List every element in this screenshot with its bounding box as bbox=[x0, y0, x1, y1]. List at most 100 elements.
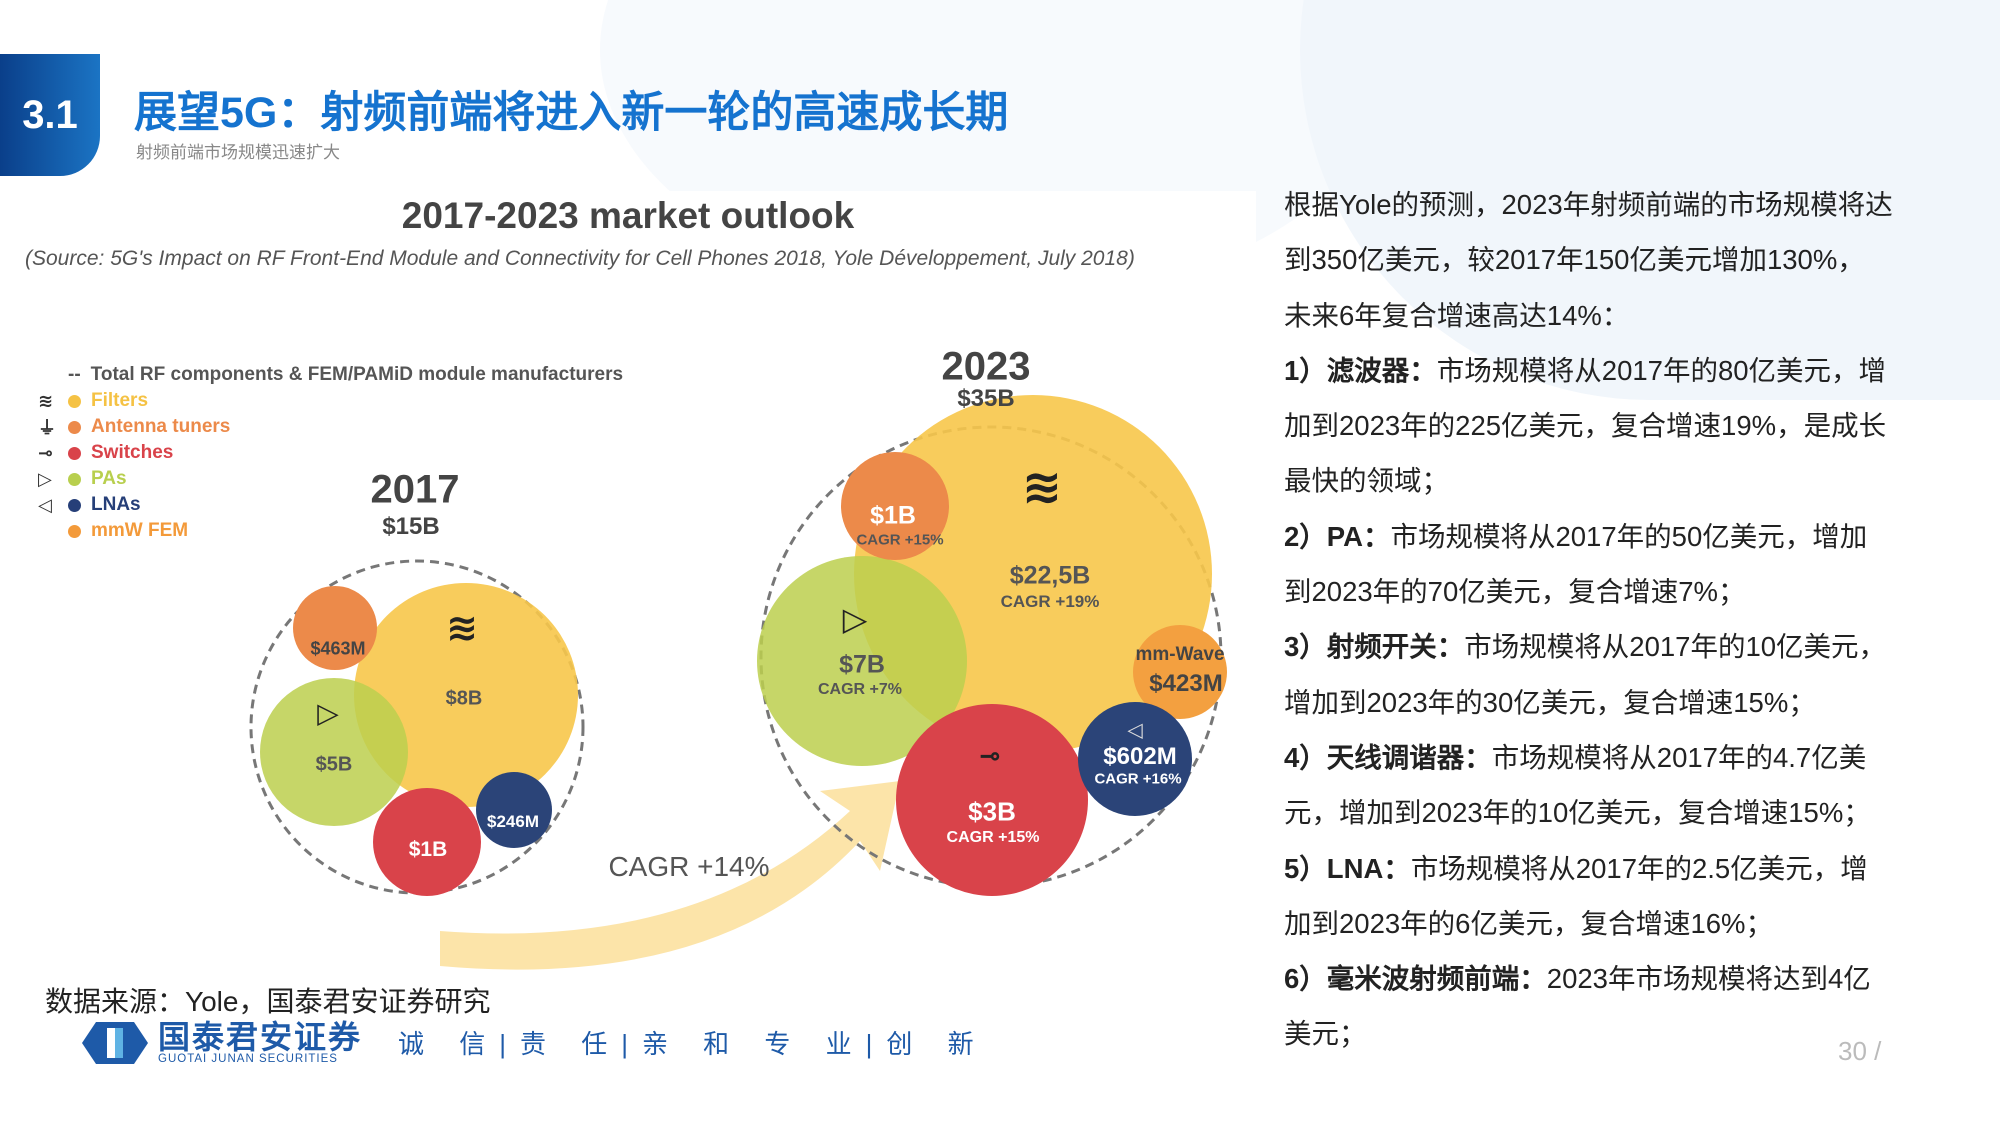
switch-icon: ⊸ bbox=[979, 740, 1001, 771]
switches-2017-bubble bbox=[373, 788, 481, 896]
item-text: 市场规模将从2017年的2.5亿美元，增 bbox=[1410, 852, 1868, 884]
antenna-2023-cagr: CAGR +15% bbox=[856, 531, 944, 549]
switches-2023-cagr: CAGR +15% bbox=[946, 829, 1040, 846]
legend-item: ▷ PAs bbox=[38, 466, 623, 492]
legend-label: Antenna tuners bbox=[91, 416, 231, 437]
item-text: 最快的领域； bbox=[1284, 465, 1449, 497]
filters-2023-cagr: CAGR +19% bbox=[1000, 592, 1100, 611]
item-heading: 5）LNA： bbox=[1284, 852, 1411, 884]
legend-color-dot bbox=[68, 498, 81, 512]
section-number-tab: 3.1 bbox=[0, 54, 100, 176]
switches-2023-bubble bbox=[896, 704, 1088, 896]
filters-icon: ≋ bbox=[446, 607, 478, 650]
page-title: 展望5G：射频前端将进入新一轮的高速成长期 bbox=[134, 89, 1009, 137]
lna-2023-cagr: CAGR +16% bbox=[1094, 770, 1182, 788]
year-2017-label: 2017 bbox=[370, 467, 460, 512]
page-subtitle: 射频前端市场规模迅速扩大 bbox=[136, 143, 340, 162]
item-heading: 4）天线调谐器： bbox=[1284, 741, 1492, 773]
text-line: 4）天线调谐器：市场规模将从2017年的4.7亿美 bbox=[1284, 730, 1984, 785]
antenna-2017-value: $463M bbox=[310, 638, 366, 659]
total-2023-value: $35B bbox=[957, 385, 1015, 412]
pa-2023-cagr: CAGR +7% bbox=[817, 681, 903, 698]
mmw-2023-label: mm-Wave bbox=[1135, 644, 1225, 665]
legend: -- Total RF components & FEM/PAMiD module… bbox=[38, 362, 623, 544]
switch-icon: ⊸ bbox=[38, 442, 54, 463]
pa-2017-bubble bbox=[260, 678, 408, 826]
filters-icon: ≋ bbox=[1021, 461, 1063, 514]
brand-name-en: GUOTAI JUNAN SECURITIES bbox=[158, 1053, 338, 1065]
logo-mark-icon bbox=[82, 1022, 148, 1064]
antenna-2023-value: $1B bbox=[870, 501, 916, 530]
text-line: 增加到2023年的30亿美元，复合增速15%； bbox=[1284, 675, 1984, 730]
lna-2023-bubble bbox=[1078, 702, 1192, 816]
switches-2017-value: $1B bbox=[408, 838, 448, 861]
legend-label: LNAs bbox=[91, 494, 141, 515]
lna-2023-value: $602M bbox=[1103, 743, 1177, 770]
pa-2023-bubble bbox=[757, 556, 967, 766]
mmw-2023-bubble bbox=[1133, 625, 1227, 719]
text-line: 6）毫米波射频前端：2023年市场规模将达到4亿 bbox=[1284, 951, 1984, 1006]
year-2023-label: 2023 bbox=[941, 344, 1031, 389]
text-line: 2）PA：市场规模将从2017年的50亿美元，增加 bbox=[1284, 509, 1984, 564]
filter-icon: ≋ bbox=[38, 390, 54, 411]
item-text: 元，增加到2023年的10亿美元，复合增速15%； bbox=[1284, 797, 1871, 829]
item-text: 美元； bbox=[1284, 1018, 1367, 1050]
item-text: 市场规模将从2017年的4.7亿美 bbox=[1491, 741, 1867, 773]
switches-2023-value: $3B bbox=[968, 796, 1016, 827]
company-motto: 诚 信|责 任|亲 和 专 业|创 新 bbox=[398, 1029, 988, 1059]
figure-title: 2017-2023 market outlook bbox=[401, 195, 855, 236]
antenna-tuner-icon: ⏚ bbox=[38, 418, 56, 438]
text-line: 根据Yole的预测，2023年射频前端的市场规模将达 bbox=[1284, 177, 1984, 232]
text-line: 到350亿美元，较2017年150亿美元增加130%， bbox=[1284, 232, 1984, 287]
filters-2023-value: $22,5B bbox=[1009, 561, 1091, 590]
lna-amplifier-icon: ◁ bbox=[38, 494, 52, 515]
lna-2017-bubble bbox=[476, 772, 552, 848]
item-text: 加到2023年的225亿美元，复合增速19%，是成长 bbox=[1284, 410, 1887, 442]
legend-label: mmW FEM bbox=[91, 520, 189, 541]
text-line: 最快的领域； bbox=[1284, 453, 1984, 508]
legend-item: ≋ Filters bbox=[38, 388, 623, 414]
legend-item: ⊸ Switches bbox=[38, 440, 623, 466]
page-number: 30 / bbox=[1838, 1036, 1882, 1066]
text-line: 1）滤波器：市场规模将从2017年的80亿美元，增 bbox=[1284, 343, 1984, 398]
legend-label: Total RF components & FEM/PAMiD module m… bbox=[90, 364, 624, 385]
item-heading: 2）PA： bbox=[1284, 520, 1391, 552]
text-line: 加到2023年的225亿美元，复合增速19%，是成长 bbox=[1284, 398, 1984, 453]
item-heading: 6）毫米波射频前端： bbox=[1284, 963, 1547, 995]
legend-color-dot bbox=[68, 472, 81, 486]
legend-color-dot bbox=[68, 446, 81, 460]
item-text: 2023年市场规模将达到4亿 bbox=[1546, 963, 1871, 995]
overall-cagr-label: CAGR +14% bbox=[608, 851, 770, 882]
pa-2017-value: $5B bbox=[315, 753, 353, 776]
company-logo: 国泰君安证券 GUOTAI JUNAN SECURITIES bbox=[80, 1020, 362, 1066]
pa-amplifier-icon: ▷ bbox=[38, 468, 52, 489]
text-line: 到2023年的70亿美元，复合增速7%； bbox=[1284, 564, 1984, 619]
item-text: 加到2023年的6亿美元，复合增速16%； bbox=[1284, 907, 1774, 939]
total-2017-value: $15B bbox=[382, 513, 440, 540]
filters-2017-value: $8B bbox=[445, 687, 483, 710]
dash-icon: -- bbox=[68, 364, 81, 385]
legend-label: Switches bbox=[91, 442, 174, 463]
item-heading: 3）射频开关： bbox=[1284, 631, 1465, 663]
legend-item: -- Total RF components & FEM/PAMiD module… bbox=[38, 362, 623, 388]
item-text: 市场规模将从2017年的50亿美元，增加 bbox=[1390, 520, 1868, 552]
bubble-diagram bbox=[249, 395, 1227, 970]
data-source-note: 数据来源：Yole，国泰君安证券研究 bbox=[45, 986, 491, 1017]
text-line: 加到2023年的6亿美元，复合增速16%； bbox=[1284, 896, 1984, 951]
antenna-2017-bubble bbox=[293, 586, 377, 670]
item-text: 增加到2023年的30亿美元，复合增速15%； bbox=[1284, 686, 1816, 718]
item-text: 到350亿美元，较2017年150亿美元增加130%， bbox=[1284, 244, 1865, 276]
item-text: 市场规模将从2017年的10亿美元， bbox=[1464, 631, 1887, 663]
legend-item: ◁ LNAs bbox=[38, 492, 623, 518]
filters-2017-bubble bbox=[354, 583, 578, 807]
antenna-2023-bubble bbox=[841, 452, 949, 560]
lna-icon: ◁ bbox=[1127, 719, 1143, 742]
legend-color-dot bbox=[68, 420, 81, 434]
item-heading: 1）滤波器： bbox=[1284, 354, 1437, 386]
market-outlook-figure: 2017-2023 market outlook (Source: 5G's I… bbox=[0, 191, 1256, 970]
figure-source: (Source: 5G's Impact on RF Front-End Mod… bbox=[25, 247, 1135, 270]
text-line: 未来6年复合增速高达14%： bbox=[1284, 288, 1984, 343]
text-line: 美元； bbox=[1284, 1006, 1984, 1061]
legend-label: Filters bbox=[91, 390, 149, 411]
item-text: 未来6年复合增速高达14%： bbox=[1284, 299, 1630, 331]
